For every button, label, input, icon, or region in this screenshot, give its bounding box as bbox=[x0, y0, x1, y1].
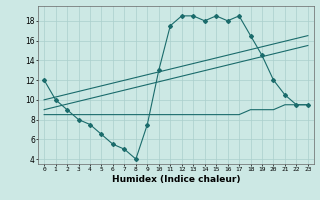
X-axis label: Humidex (Indice chaleur): Humidex (Indice chaleur) bbox=[112, 175, 240, 184]
